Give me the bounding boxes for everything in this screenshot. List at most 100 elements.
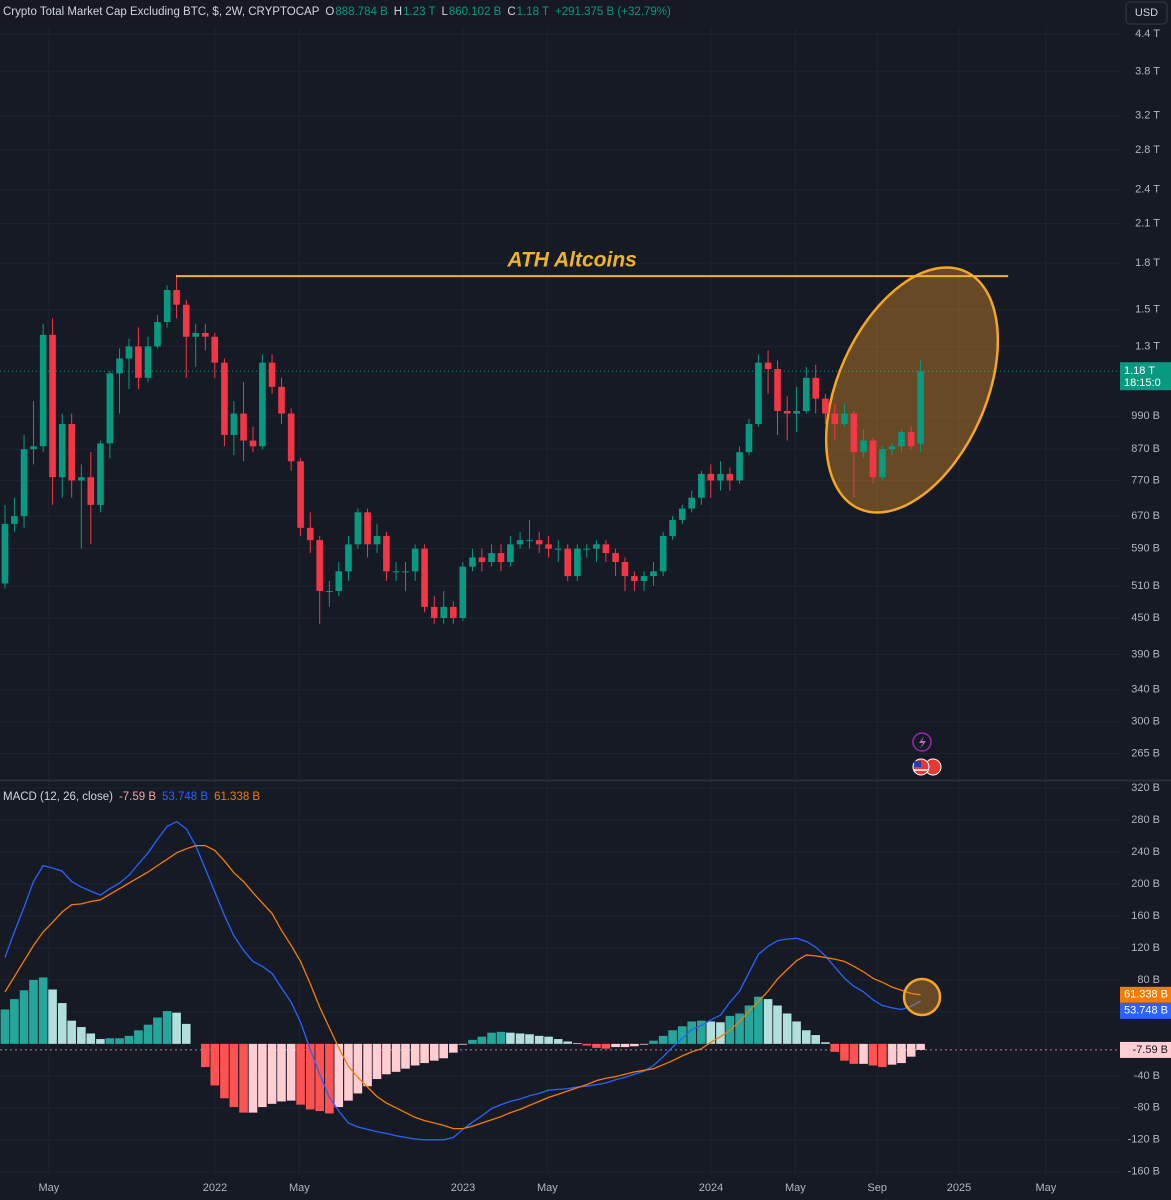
candle-body [554,548,562,550]
candle-body [345,544,352,572]
candle-body [440,606,447,618]
histogram-bar [48,989,57,1044]
histogram-bar [553,1039,563,1044]
histogram-bar [773,1005,782,1044]
countdown: 18:15:0 [1124,377,1161,389]
y-tick-label: 390 B [1131,649,1160,661]
candle-body [106,373,114,444]
histogram-bar [477,1036,487,1044]
x-tick-label: May [289,1182,310,1194]
y-tick-label: 590 B [1131,543,1160,555]
candle-body [841,413,848,425]
candle-body [717,473,724,481]
y-tick-label: 4.4 T [1135,28,1160,40]
candle-body [497,553,505,563]
histogram-bar [487,1032,496,1044]
candle-body [869,440,877,478]
legend-value: 1.18 T [517,6,549,18]
histogram-bar [706,1021,716,1044]
histogram-bar [563,1041,572,1044]
histogram-bar [429,1043,439,1061]
candle-body [211,336,219,363]
histogram-bar [19,990,29,1044]
candle-body [116,358,123,374]
candle-body [764,362,772,370]
macd-hist-value: -7.59 B [119,791,156,803]
candle-body [240,413,247,441]
histogram-bar [105,1038,115,1044]
histogram-bar [849,1043,859,1064]
y-tick-label: 2.1 T [1135,218,1160,230]
candle-body [135,346,142,378]
candle-body [802,377,810,412]
candle-body [78,477,85,481]
candle-body [125,346,133,359]
candle-body [306,527,314,541]
x-tick-label: 2023 [451,1182,475,1194]
y-tick-label: 300 B [1131,716,1160,728]
histogram-bar [248,1043,258,1113]
histogram-bar [868,1043,878,1066]
candle-body [335,571,343,592]
histogram-bar [134,1030,143,1044]
y-tick-label: 770 B [1131,474,1160,486]
histogram-bar [267,1043,277,1104]
candle-body [402,571,409,573]
value-badge-label: 53.748 B [1124,1005,1168,1017]
histogram-bar [582,1043,592,1046]
histogram-bar [611,1043,620,1048]
x-tick-label: May [537,1182,558,1194]
candle-body [421,548,428,607]
histogram-bar [220,1043,229,1099]
y-tick-label: 280 B [1131,814,1160,826]
x-tick-label: 2025 [947,1182,971,1194]
histogram-bar [29,979,38,1044]
histogram-bar [277,1043,286,1102]
flag-canton [914,761,921,767]
histogram-bar [353,1043,363,1094]
y-tick-label: 1.3 T [1135,340,1160,352]
candle-body [30,446,37,450]
time-axis-bg [0,1176,1171,1200]
histogram-bar [525,1034,534,1044]
candle-body [58,424,66,478]
y-tick-label: 1.5 T [1135,304,1160,316]
legend-value: 888.784 B [335,6,388,18]
candle-body [373,535,381,545]
candle-body [326,591,333,593]
candle-body [650,571,657,577]
candle-body [879,449,886,478]
histogram-bar [420,1043,429,1064]
candle-body [278,386,285,414]
y-tick-label: 240 B [1131,846,1160,858]
candle-body [478,557,486,563]
histogram-bar [620,1043,630,1048]
histogram-bar [296,1043,305,1105]
candle-body [144,346,152,378]
histogram-bar [630,1043,639,1047]
value-badge [1120,1041,1171,1058]
annotation: ATH Altcoins [506,249,637,272]
histogram-bar [592,1043,601,1048]
histogram-bar [10,999,19,1044]
histogram-bar [96,1039,105,1044]
candle-body [459,566,467,618]
macd-line-value: 53.748 B [162,791,208,803]
histogram-bar [181,1023,191,1044]
y-tick-label: 510 B [1131,580,1160,592]
histogram-bar [344,1043,353,1101]
histogram-bar [687,1021,696,1044]
change-label: +291.375 B (+32.79%) [555,6,671,18]
header: Crypto Total Market Cap Excluding BTC, $… [0,0,690,24]
histogram-bar [67,1020,76,1044]
candle-body [917,371,924,444]
histogram-bar [162,1011,172,1044]
candle-body [154,322,161,347]
candle-body [20,449,28,517]
candle-body [516,540,524,545]
histogram-bar [363,1043,372,1087]
currency-button[interactable] [1125,1,1168,25]
